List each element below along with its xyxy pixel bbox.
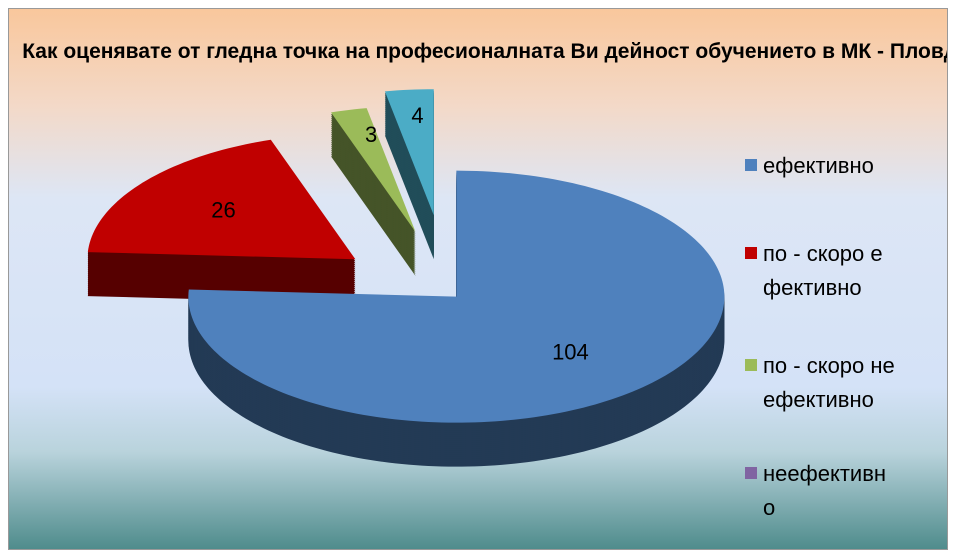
legend-swatch bbox=[745, 467, 757, 479]
pie-plot: 104 26 3 4 bbox=[87, 89, 725, 467]
legend-label: по - скоро неефективно bbox=[763, 353, 895, 412]
slice bbox=[188, 170, 725, 423]
legend-item: ефективно bbox=[745, 149, 895, 183]
legend-item: неефективно bbox=[745, 457, 895, 525]
data-label: 26 bbox=[211, 198, 235, 223]
chart: Как оценявате от гледна точка на професи… bbox=[8, 8, 948, 550]
legend-label: по - скоро ефективно bbox=[763, 241, 883, 300]
legend-swatch bbox=[745, 359, 757, 371]
slice bbox=[330, 108, 416, 232]
slice bbox=[384, 89, 434, 216]
legend-label: ефективно bbox=[763, 153, 874, 178]
legend-swatch bbox=[745, 247, 757, 259]
chart-title: Как оценявате от гледна точка на професи… bbox=[22, 40, 948, 63]
data-label: 4 bbox=[411, 103, 423, 128]
data-label: 104 bbox=[552, 339, 589, 364]
legend-item: по - скоро ефективно bbox=[745, 237, 895, 305]
legend-label: неефективно bbox=[763, 461, 887, 520]
slice bbox=[87, 139, 356, 260]
legend-swatch bbox=[745, 159, 757, 171]
legend-item: по - скоро неефективно bbox=[745, 349, 895, 417]
data-label: 3 bbox=[365, 122, 377, 147]
